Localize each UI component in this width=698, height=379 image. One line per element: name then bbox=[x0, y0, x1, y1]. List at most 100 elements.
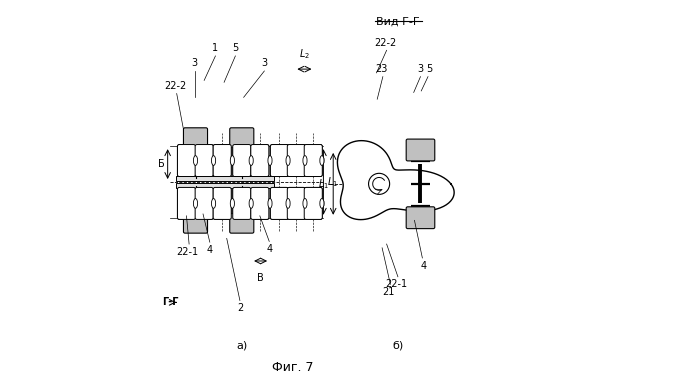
FancyBboxPatch shape bbox=[288, 144, 305, 177]
Text: 22-1: 22-1 bbox=[176, 247, 198, 257]
FancyBboxPatch shape bbox=[270, 144, 288, 177]
Text: 5: 5 bbox=[426, 64, 433, 74]
Text: Вид Г-Г: Вид Г-Г bbox=[376, 16, 419, 27]
Text: В: В bbox=[257, 273, 264, 283]
Ellipse shape bbox=[286, 156, 290, 165]
Text: $L_1$: $L_1$ bbox=[318, 177, 329, 191]
Text: б): б) bbox=[392, 341, 403, 351]
Ellipse shape bbox=[268, 199, 272, 208]
FancyBboxPatch shape bbox=[230, 128, 254, 147]
Ellipse shape bbox=[286, 199, 290, 208]
Text: 5: 5 bbox=[232, 43, 239, 53]
Ellipse shape bbox=[320, 156, 324, 165]
Text: 3: 3 bbox=[417, 64, 424, 74]
FancyBboxPatch shape bbox=[251, 188, 269, 219]
FancyBboxPatch shape bbox=[213, 144, 231, 177]
Ellipse shape bbox=[230, 199, 235, 208]
FancyBboxPatch shape bbox=[195, 144, 213, 177]
Bar bbox=[176, 183, 274, 188]
FancyBboxPatch shape bbox=[304, 188, 322, 219]
FancyBboxPatch shape bbox=[304, 144, 322, 177]
FancyBboxPatch shape bbox=[195, 188, 213, 219]
Ellipse shape bbox=[303, 199, 307, 208]
FancyBboxPatch shape bbox=[304, 144, 322, 177]
Ellipse shape bbox=[286, 199, 290, 208]
FancyBboxPatch shape bbox=[406, 139, 435, 161]
Text: 3: 3 bbox=[261, 58, 267, 68]
Text: а): а) bbox=[236, 341, 247, 351]
Ellipse shape bbox=[268, 156, 272, 165]
Ellipse shape bbox=[249, 156, 253, 165]
FancyBboxPatch shape bbox=[177, 188, 195, 219]
Ellipse shape bbox=[249, 199, 253, 208]
Bar bbox=[176, 176, 274, 181]
FancyBboxPatch shape bbox=[304, 188, 322, 219]
Ellipse shape bbox=[193, 199, 198, 208]
Ellipse shape bbox=[320, 199, 324, 208]
FancyBboxPatch shape bbox=[270, 188, 288, 219]
FancyBboxPatch shape bbox=[213, 144, 231, 177]
Ellipse shape bbox=[320, 199, 324, 208]
Text: 4: 4 bbox=[420, 261, 426, 271]
FancyBboxPatch shape bbox=[177, 144, 195, 177]
FancyBboxPatch shape bbox=[195, 188, 213, 219]
Text: $L_2$: $L_2$ bbox=[299, 47, 310, 61]
Text: 22-1: 22-1 bbox=[385, 279, 408, 290]
Ellipse shape bbox=[193, 199, 198, 208]
FancyBboxPatch shape bbox=[195, 144, 213, 177]
Ellipse shape bbox=[303, 199, 307, 208]
FancyBboxPatch shape bbox=[177, 144, 195, 177]
FancyBboxPatch shape bbox=[251, 144, 269, 177]
FancyBboxPatch shape bbox=[270, 144, 288, 177]
FancyBboxPatch shape bbox=[288, 144, 305, 177]
Text: 2: 2 bbox=[237, 303, 243, 313]
Ellipse shape bbox=[249, 199, 253, 208]
Ellipse shape bbox=[211, 156, 216, 165]
Text: 4: 4 bbox=[207, 245, 213, 255]
Ellipse shape bbox=[268, 199, 272, 208]
FancyBboxPatch shape bbox=[184, 128, 207, 147]
FancyBboxPatch shape bbox=[232, 144, 251, 177]
Ellipse shape bbox=[303, 156, 307, 165]
FancyBboxPatch shape bbox=[213, 188, 231, 219]
FancyBboxPatch shape bbox=[288, 188, 305, 219]
FancyBboxPatch shape bbox=[177, 188, 195, 219]
Polygon shape bbox=[337, 141, 454, 219]
FancyBboxPatch shape bbox=[288, 188, 305, 219]
Ellipse shape bbox=[211, 199, 216, 208]
FancyBboxPatch shape bbox=[213, 188, 231, 219]
Text: Г-Г: Г-Г bbox=[162, 298, 179, 307]
Text: 21: 21 bbox=[383, 287, 395, 297]
Text: 3: 3 bbox=[192, 58, 198, 68]
FancyBboxPatch shape bbox=[230, 214, 254, 233]
FancyBboxPatch shape bbox=[270, 188, 288, 219]
Ellipse shape bbox=[211, 199, 216, 208]
Ellipse shape bbox=[230, 156, 235, 165]
FancyBboxPatch shape bbox=[251, 144, 269, 177]
Text: Фиг. 7: Фиг. 7 bbox=[272, 360, 313, 374]
Text: $L_1$: $L_1$ bbox=[327, 175, 339, 189]
FancyBboxPatch shape bbox=[251, 188, 269, 219]
Text: Б: Б bbox=[158, 159, 165, 169]
FancyBboxPatch shape bbox=[232, 144, 251, 177]
Ellipse shape bbox=[211, 156, 216, 165]
Text: 22-2: 22-2 bbox=[374, 38, 396, 48]
Ellipse shape bbox=[320, 156, 324, 165]
FancyBboxPatch shape bbox=[406, 207, 435, 229]
FancyBboxPatch shape bbox=[232, 188, 251, 219]
Ellipse shape bbox=[268, 156, 272, 165]
Text: 22-2: 22-2 bbox=[164, 81, 186, 91]
Text: 23: 23 bbox=[376, 64, 388, 74]
Text: 4: 4 bbox=[266, 244, 272, 254]
Ellipse shape bbox=[303, 156, 307, 165]
Ellipse shape bbox=[230, 156, 235, 165]
Ellipse shape bbox=[230, 199, 235, 208]
Ellipse shape bbox=[193, 156, 198, 165]
Circle shape bbox=[369, 173, 389, 194]
Text: 1: 1 bbox=[212, 43, 218, 53]
Ellipse shape bbox=[249, 156, 253, 165]
FancyBboxPatch shape bbox=[232, 188, 251, 219]
Ellipse shape bbox=[286, 156, 290, 165]
Ellipse shape bbox=[193, 156, 198, 165]
FancyBboxPatch shape bbox=[184, 214, 207, 233]
